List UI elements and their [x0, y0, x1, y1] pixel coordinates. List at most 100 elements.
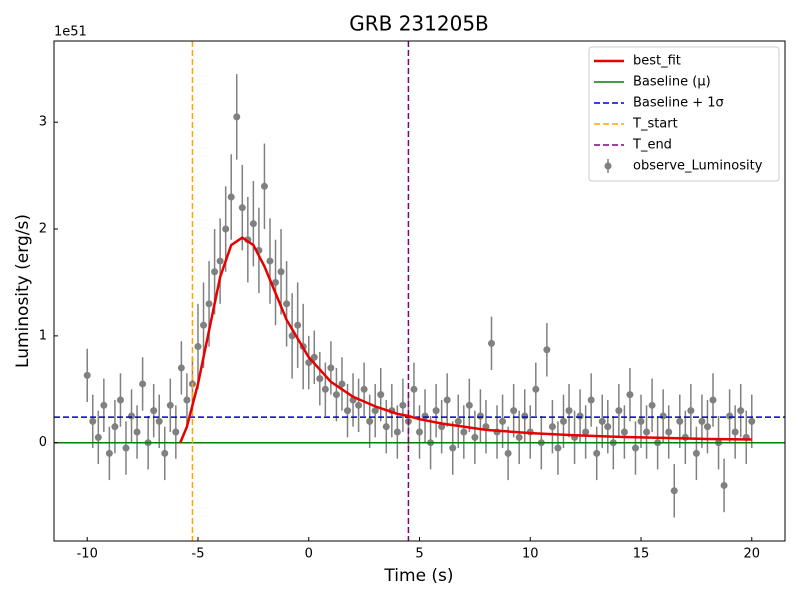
data-point — [344, 407, 352, 415]
data-point — [593, 449, 601, 457]
data-point — [598, 417, 606, 425]
data-point — [548, 423, 556, 431]
data-point — [737, 407, 745, 415]
x-tick-label: 15 — [633, 547, 650, 562]
data-point — [260, 182, 268, 190]
data-point — [532, 385, 540, 393]
data-point — [582, 428, 590, 436]
data-point — [371, 407, 379, 415]
data-point — [698, 417, 706, 425]
data-point — [100, 401, 108, 409]
data-point — [122, 444, 130, 452]
data-point — [510, 407, 518, 415]
data-point — [183, 396, 191, 404]
data-point — [105, 449, 113, 457]
x-tick-label: -10 — [77, 547, 98, 562]
data-point — [421, 412, 429, 420]
data-point — [620, 428, 628, 436]
legend-label: observe_Luminosity — [633, 159, 763, 174]
legend-label: Baseline + 1σ — [633, 96, 724, 111]
data-point — [687, 407, 695, 415]
data-point — [332, 391, 340, 399]
data-point — [731, 428, 739, 436]
data-point — [665, 428, 673, 436]
data-point — [703, 423, 711, 431]
data-point — [316, 375, 324, 383]
legend: best_fit Baseline (μ) Baseline + 1σ T_start… — [588, 46, 780, 182]
data-point — [515, 433, 523, 441]
data-point — [211, 268, 219, 276]
data-point — [565, 407, 573, 415]
data-point — [227, 193, 235, 201]
data-point — [615, 407, 623, 415]
data-point — [449, 444, 457, 452]
data-point — [648, 401, 656, 409]
data-point — [643, 428, 651, 436]
legend-label: T_end — [632, 138, 672, 153]
data-point — [554, 444, 562, 452]
y-tick-label: 3 — [39, 115, 47, 130]
data-point — [283, 300, 291, 308]
data-point — [726, 412, 734, 420]
legend-swatch — [604, 162, 612, 170]
data-point — [382, 423, 390, 431]
data-point — [637, 417, 645, 425]
y-offset-label: 1e51 — [54, 25, 87, 40]
data-point — [659, 412, 667, 420]
data-point — [216, 257, 224, 265]
x-tick-label: 10 — [522, 547, 539, 562]
data-point — [432, 407, 440, 415]
data-point — [604, 423, 612, 431]
data-point — [233, 113, 241, 121]
data-point — [465, 401, 473, 409]
data-point — [393, 428, 401, 436]
data-point — [116, 396, 124, 404]
legend-label: best_fit — [633, 54, 681, 69]
data-point — [150, 407, 158, 415]
data-point — [277, 268, 285, 276]
data-point — [205, 300, 213, 308]
data-point — [670, 487, 678, 495]
data-point — [249, 220, 257, 228]
data-point — [155, 417, 163, 425]
data-point — [194, 343, 202, 351]
data-point — [587, 396, 595, 404]
data-point — [166, 401, 174, 409]
data-point — [410, 385, 418, 393]
data-point — [133, 428, 141, 436]
data-point — [626, 391, 634, 399]
data-point — [543, 346, 551, 354]
data-point — [366, 417, 374, 425]
x-tick-label: 5 — [415, 547, 423, 562]
data-point — [748, 417, 756, 425]
data-point — [487, 339, 495, 347]
legend-label: T_start — [632, 117, 678, 132]
data-point — [111, 423, 119, 431]
data-point — [222, 225, 230, 233]
y-axis-label: Luminosity (erg/s) — [13, 214, 33, 368]
data-point — [521, 412, 529, 420]
data-point — [128, 412, 136, 420]
data-point — [443, 396, 451, 404]
data-point — [266, 257, 274, 265]
plot-content — [54, 41, 785, 541]
data-point — [355, 401, 363, 409]
data-point — [238, 204, 246, 212]
x-tick-label: 20 — [743, 547, 760, 562]
data-point — [360, 385, 368, 393]
data-point — [692, 449, 700, 457]
data-point — [631, 444, 639, 452]
data-point — [177, 364, 185, 372]
x-tick-label: 0 — [305, 547, 313, 562]
fit-line — [179, 236, 752, 444]
data-point — [83, 371, 91, 379]
data-point — [272, 278, 280, 286]
data-point — [416, 428, 423, 436]
y-tick-label: 1 — [39, 328, 47, 343]
data-point — [172, 428, 180, 436]
legend-box — [588, 46, 780, 182]
chart-title: GRB 231205B — [349, 12, 489, 36]
y-tick-label: 0 — [39, 435, 47, 450]
data-point — [559, 417, 567, 425]
